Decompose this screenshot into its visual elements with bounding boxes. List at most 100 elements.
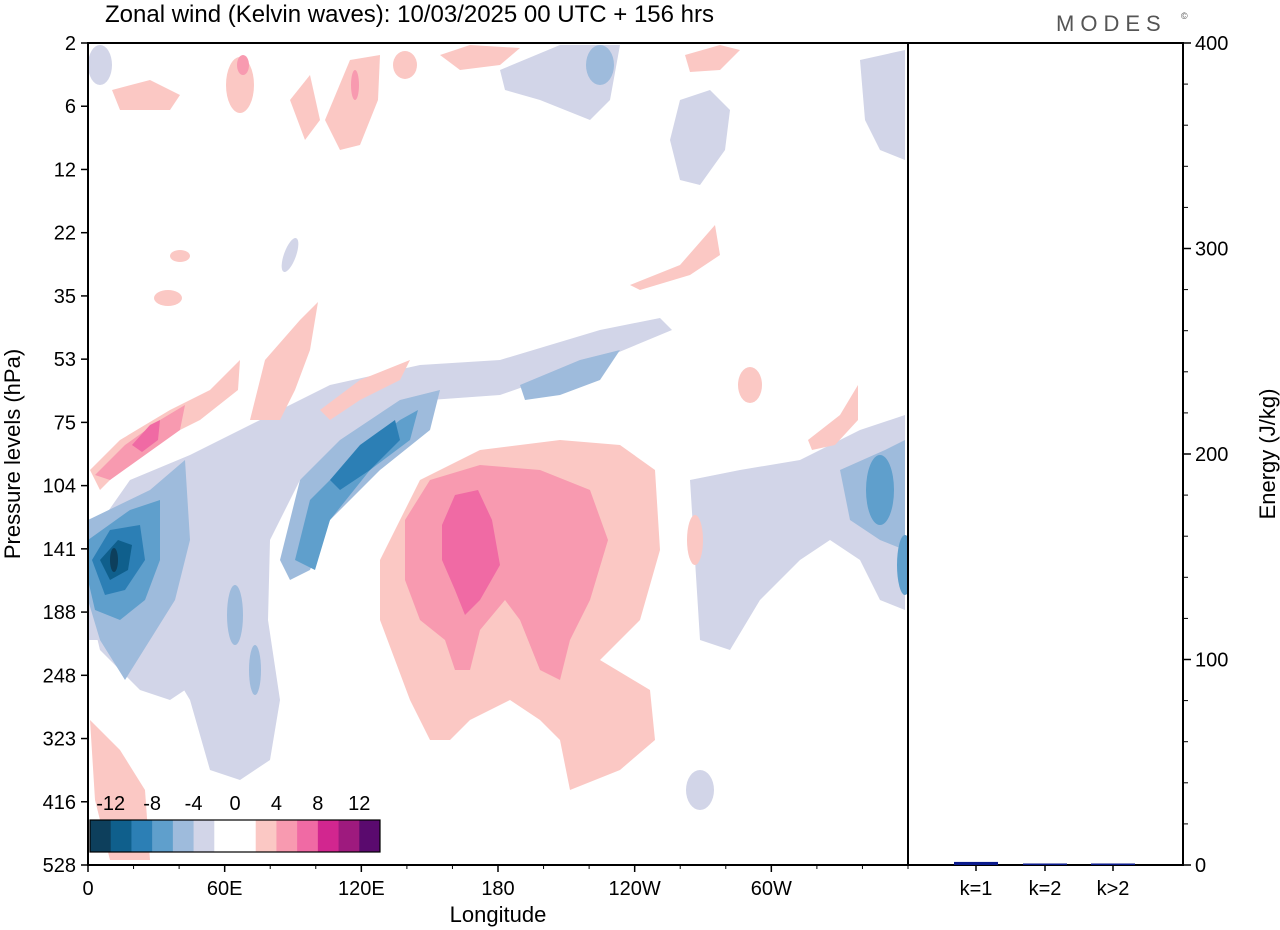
positive-region <box>170 250 190 262</box>
positive-region <box>738 367 762 403</box>
y-tick-label: 416 <box>43 792 76 814</box>
negative-region <box>330 420 400 490</box>
colorbar-swatch <box>193 820 215 852</box>
modes-logo-mark: © <box>1181 11 1188 21</box>
y-tick-label: 528 <box>43 855 76 877</box>
y-axis: 2 6 12 22 35 53 75 104 141 188 248 323 416 528 <box>43 33 88 877</box>
colorbar-swatch <box>338 820 360 852</box>
y-tick-label: 188 <box>43 602 76 624</box>
y-axis-label: Pressure levels (hPa) <box>0 349 25 559</box>
x-axis: 0 60E 120E 180 120W 60W <box>82 865 909 900</box>
modes-logo-text: MODES <box>1056 11 1167 36</box>
energy-bar <box>1023 863 1067 865</box>
y-tick-label: 53 <box>54 349 76 371</box>
colorbar-label: 0 <box>229 793 240 815</box>
energy-tick-label: 300 <box>1195 239 1228 261</box>
negative-region <box>897 535 908 595</box>
positive-region <box>250 302 318 420</box>
colorbar-swatch <box>90 820 112 852</box>
positive-region <box>630 225 720 290</box>
energy-category-label: k=2 <box>1029 878 1062 900</box>
negative-region <box>586 45 614 85</box>
energy-bars: k=1 k=2 k>2 <box>954 861 1135 900</box>
energy-tick-label: 100 <box>1195 650 1228 672</box>
colorbar-swatch <box>110 820 132 852</box>
positive-region <box>325 55 380 150</box>
positive-region <box>112 80 180 110</box>
negative-region <box>860 50 905 160</box>
positive-region <box>320 360 410 420</box>
y-tick-label: 323 <box>43 729 76 751</box>
y-tick-label: 104 <box>43 476 76 498</box>
y-tick-label: 2 <box>65 33 76 55</box>
colorbar-swatch <box>152 820 174 852</box>
contour-field <box>88 45 908 860</box>
colorbar-swatch <box>276 820 298 852</box>
positive-region <box>132 420 160 452</box>
negative-region <box>88 318 672 780</box>
positive-region <box>154 290 182 306</box>
negative-region <box>686 770 714 810</box>
y-tick-label: 6 <box>65 96 76 118</box>
colorbar-label: 8 <box>312 793 323 815</box>
colorbar-swatch <box>317 820 340 852</box>
negative-region <box>110 548 118 572</box>
energy-axis-label: Energy (J/kg) <box>1255 389 1280 520</box>
positive-region <box>808 385 858 450</box>
colorbar-label: -4 <box>185 793 203 815</box>
colorbar-swatch <box>359 820 381 852</box>
negative-region <box>520 350 620 400</box>
negative-region <box>249 645 261 695</box>
energy-panel-frame <box>907 42 1184 866</box>
colorbar-swatch <box>172 820 195 852</box>
positive-region <box>393 51 417 79</box>
x-tick-label: 0 <box>82 878 93 900</box>
colorbar-label: 4 <box>271 793 282 815</box>
y-tick-label: 248 <box>43 665 76 687</box>
colorbar-swatch <box>255 820 277 852</box>
y-tick-label: 35 <box>54 286 76 308</box>
y-tick-label: 12 <box>54 159 76 181</box>
colorbar-frame <box>89 819 381 853</box>
x-tick-label: 120E <box>338 878 385 900</box>
energy-bar <box>1091 863 1135 865</box>
energy-tick-label: 0 <box>1195 855 1206 877</box>
x-tick-label: 60E <box>207 878 243 900</box>
colorbar: -12 -8 -4 0 4 8 12 <box>89 793 381 853</box>
wind-anomaly-blobs <box>88 45 908 860</box>
positive-region <box>687 515 703 565</box>
colorbar-label: -12 <box>96 793 125 815</box>
positive-region <box>290 75 320 140</box>
x-tick-label: 120W <box>609 878 661 900</box>
colorbar-swatch <box>131 820 153 852</box>
positive-region <box>440 45 520 70</box>
positive-region <box>685 45 740 72</box>
energy-tick-label: 200 <box>1195 444 1228 466</box>
y-tick-label: 22 <box>54 223 76 245</box>
colorbar-label: -8 <box>143 793 161 815</box>
energy-category-label: k=1 <box>960 878 993 900</box>
positive-region <box>442 490 500 615</box>
energy-bar <box>954 861 998 865</box>
y-tick-label: 75 <box>54 412 76 434</box>
positive-region <box>237 55 249 75</box>
x-axis-label: Longitude <box>450 902 547 927</box>
energy-tick-label: 400 <box>1195 33 1228 55</box>
negative-region <box>670 90 730 185</box>
x-tick-label: 60W <box>751 878 792 900</box>
negative-region <box>866 455 894 525</box>
modes-logo: MODES © <box>1056 11 1188 36</box>
y-tick-label: 141 <box>43 539 76 561</box>
colorbar-label: 12 <box>348 793 370 815</box>
negative-region <box>281 237 299 273</box>
x-tick-label: 180 <box>481 878 514 900</box>
energy-category-label: k>2 <box>1097 878 1130 900</box>
energy-axis: 0 100 200 300 400 <box>1183 33 1228 877</box>
negative-region <box>88 45 112 85</box>
colorbar-swatch <box>297 820 319 852</box>
negative-region <box>227 585 243 645</box>
positive-region <box>351 70 359 100</box>
chart-title: Zonal wind (Kelvin waves): 10/03/2025 00… <box>105 1 714 28</box>
